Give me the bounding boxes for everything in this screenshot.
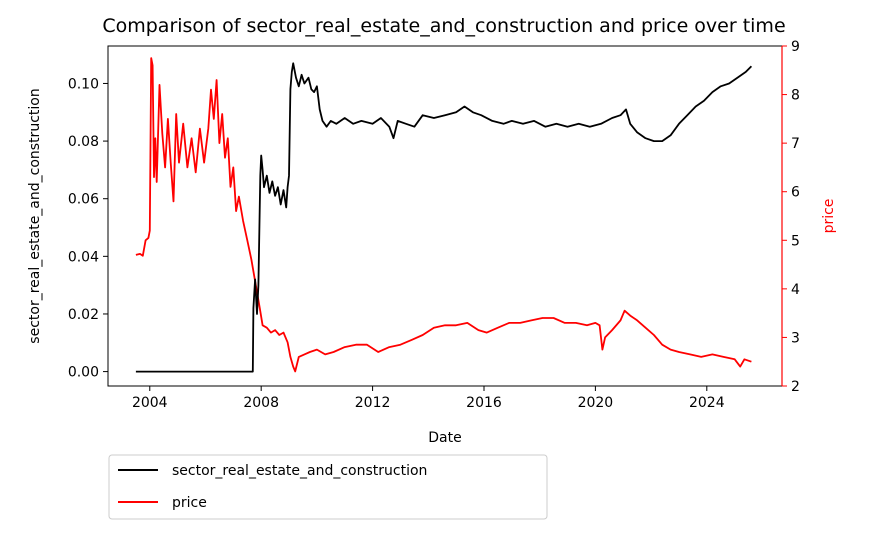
legend-label-sector: sector_real_estate_and_construction (172, 463, 427, 479)
series-line-sector (135, 62, 753, 373)
y-right-tick-label: 5 (791, 233, 800, 249)
plot-area (107, 45, 783, 387)
y-right-tick-label: 4 (791, 282, 800, 298)
x-tick-label: 2008 (243, 395, 279, 411)
x-tick-label: 2016 (466, 395, 502, 411)
y-left-tick-label: 0.10 (68, 76, 99, 92)
y-axis-left-label: sector_real_estate_and_construction (27, 88, 43, 343)
y-right-tick-label: 2 (791, 379, 800, 395)
plot-frame (107, 45, 783, 387)
y-axis-left: 0.00 0.02 0.04 0.06 0.08 0.10 (68, 76, 108, 381)
y-axis-right-label: price (821, 199, 837, 234)
legend-box (108, 454, 548, 520)
x-axis: 2004 2008 2012 2016 2020 2024 (132, 386, 725, 411)
x-tick-label: 2024 (689, 395, 725, 411)
x-axis-label: Date (428, 430, 461, 446)
y-axis-right: 2 3 4 5 6 7 8 9 (782, 39, 800, 395)
series-line-price (135, 57, 752, 373)
y-left-tick-label: 0.08 (68, 134, 99, 150)
y-right-tick-label: 3 (791, 330, 800, 346)
legend: sector_real_estate_and_construction pric… (108, 454, 548, 520)
y-left-tick-label: 0.00 (68, 365, 99, 381)
x-tick-label: 2004 (132, 395, 168, 411)
y-right-tick-label: 9 (791, 39, 800, 55)
x-tick-label: 2020 (578, 395, 614, 411)
y-right-tick-label: 8 (791, 88, 800, 104)
y-left-tick-label: 0.02 (68, 307, 99, 323)
x-tick-label: 2012 (355, 395, 391, 411)
y-right-tick-label: 7 (791, 136, 800, 152)
y-left-tick-label: 0.04 (68, 249, 99, 265)
series-layer (135, 57, 753, 373)
chart-title: Comparison of sector_real_estate_and_con… (102, 15, 785, 37)
y-left-tick-label: 0.06 (68, 192, 99, 208)
y-right-tick-label: 6 (791, 185, 800, 201)
legend-label-price: price (172, 495, 207, 511)
